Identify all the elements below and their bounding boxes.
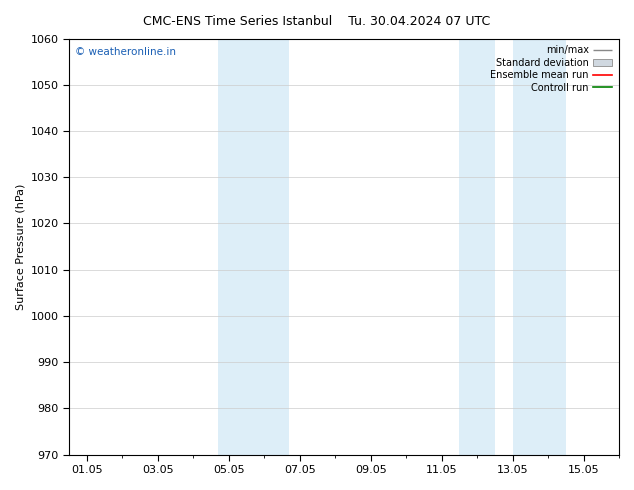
Bar bbox=[512, 39, 566, 455]
Text: CMC-ENS Time Series Istanbul    Tu. 30.04.2024 07 UTC: CMC-ENS Time Series Istanbul Tu. 30.04.2… bbox=[143, 15, 491, 28]
Bar bbox=[460, 39, 495, 455]
Bar bbox=[218, 39, 289, 455]
Y-axis label: Surface Pressure (hPa): Surface Pressure (hPa) bbox=[15, 183, 25, 310]
Text: © weatheronline.in: © weatheronline.in bbox=[75, 47, 176, 57]
Legend: min/max, Standard deviation, Ensemble mean run, Controll run: min/max, Standard deviation, Ensemble me… bbox=[488, 44, 614, 95]
